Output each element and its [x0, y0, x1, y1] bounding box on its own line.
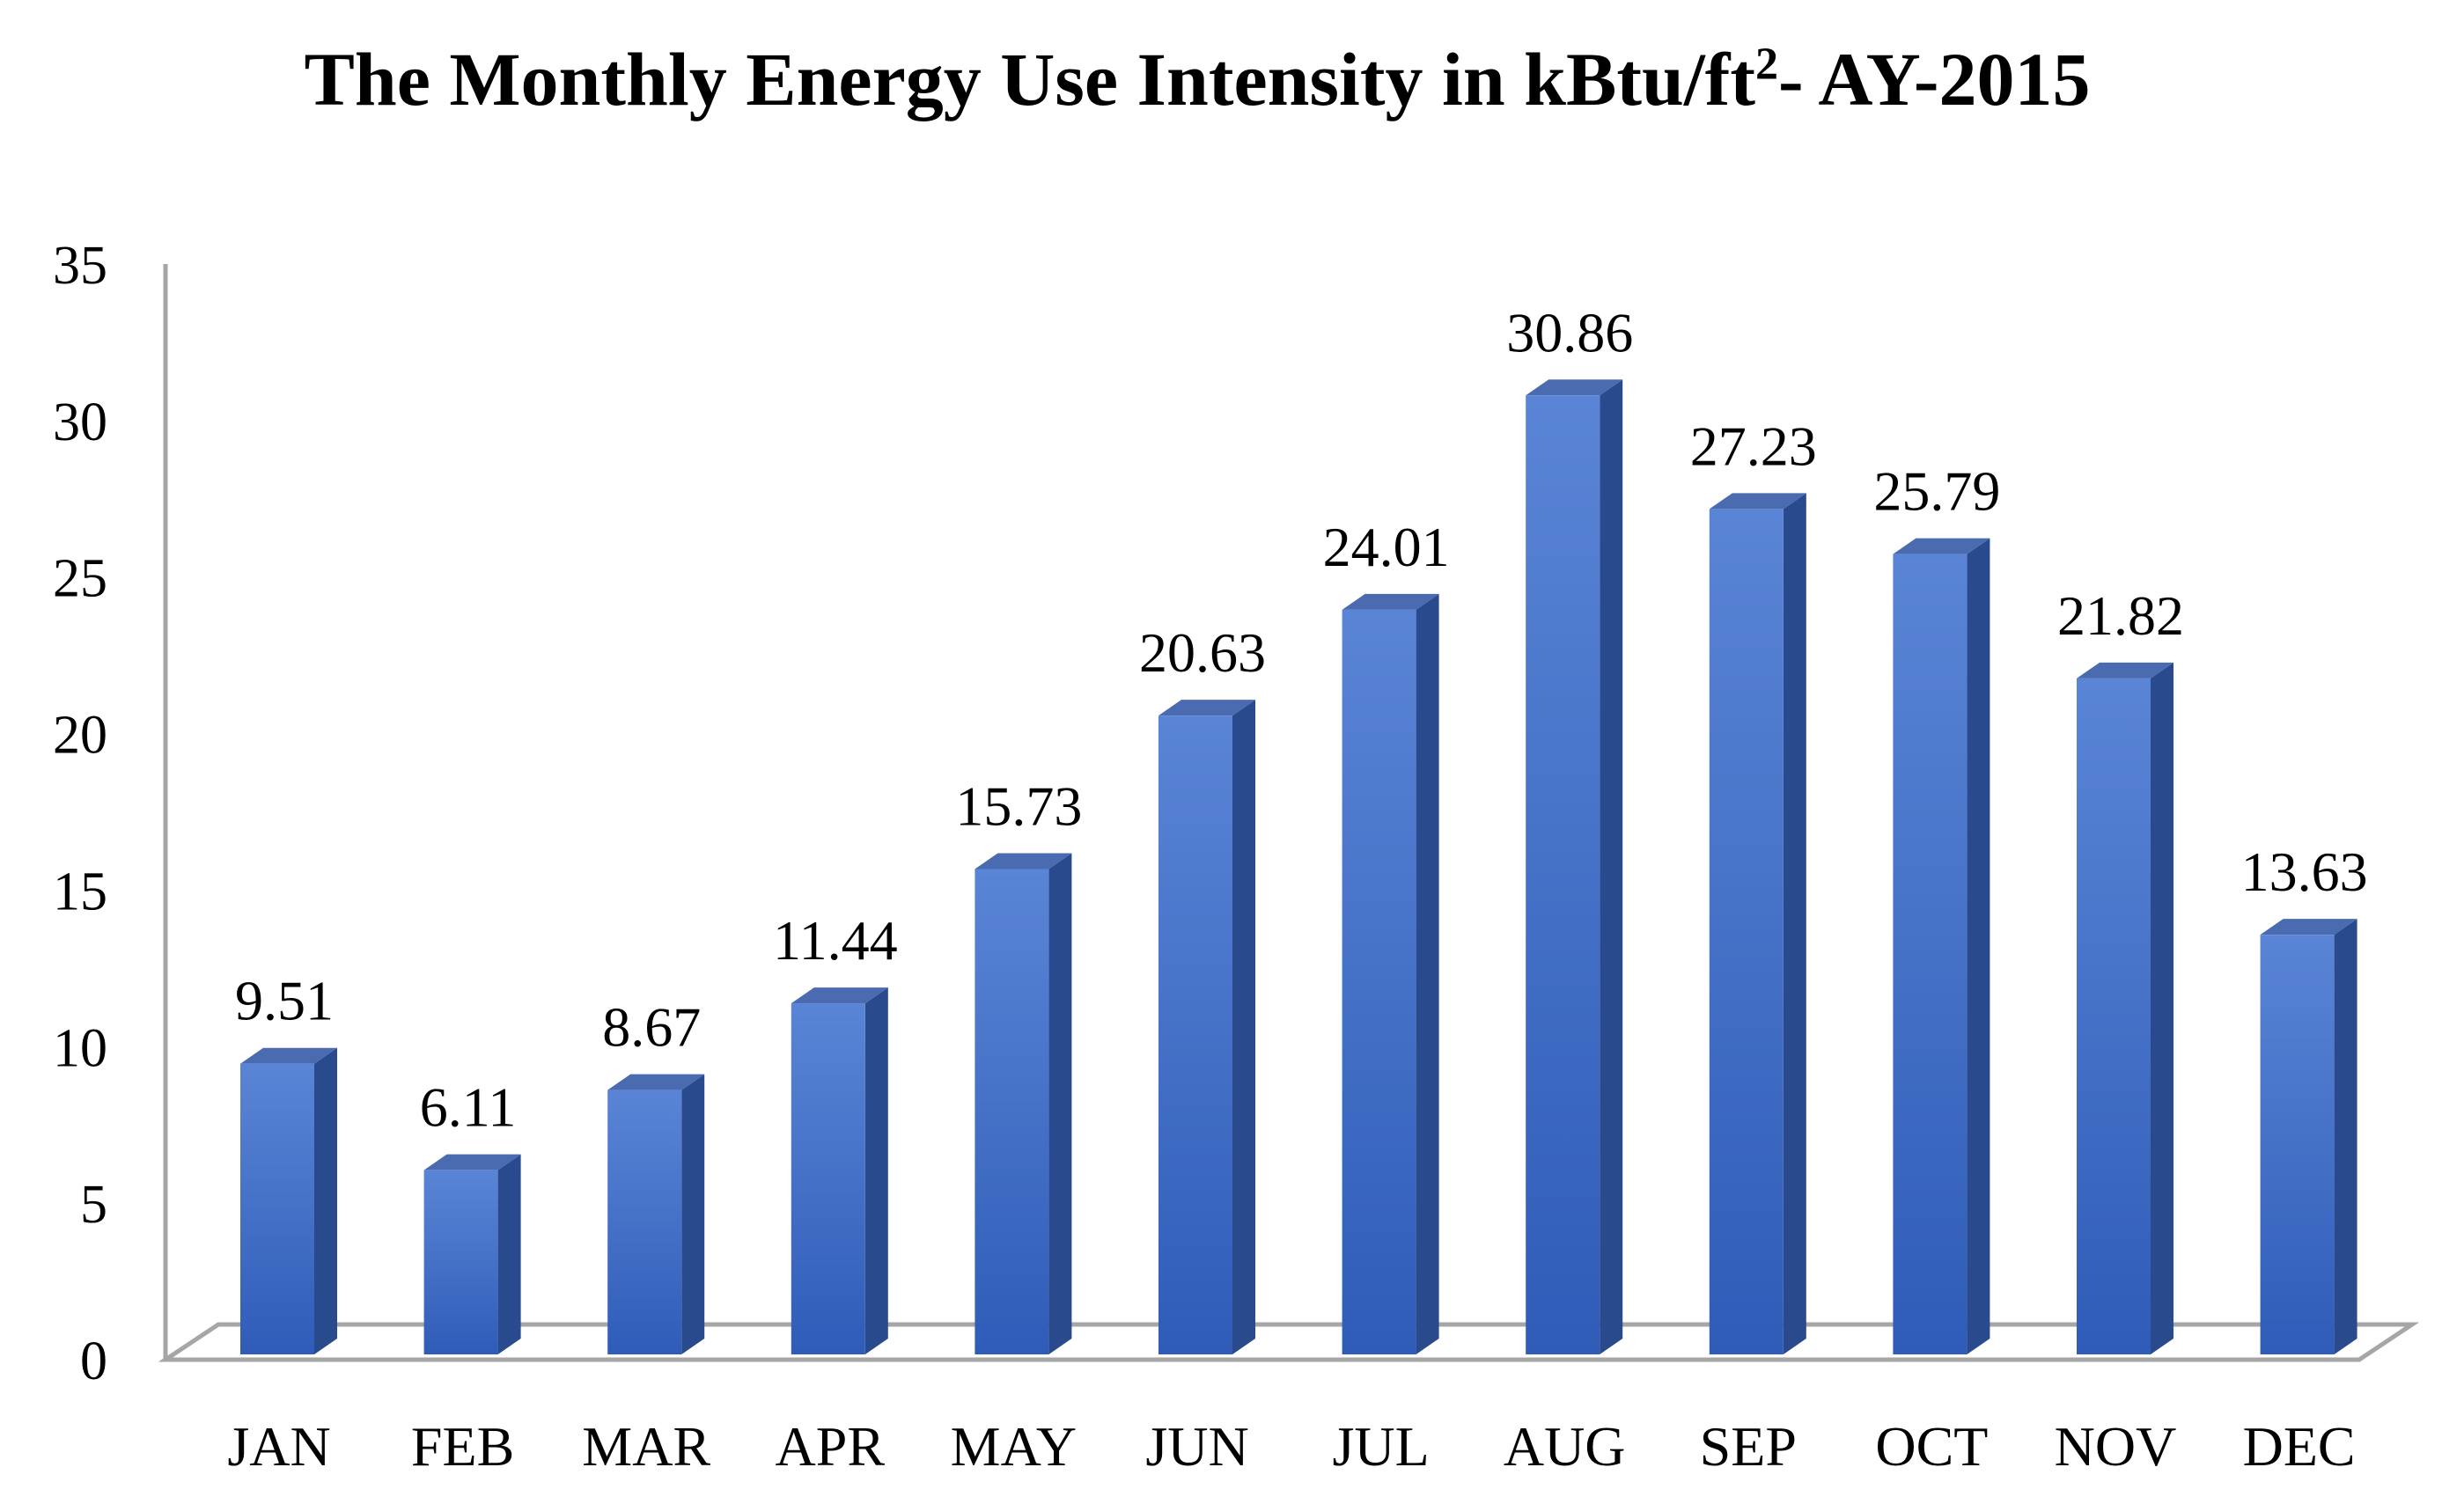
bar-front: [2260, 935, 2335, 1354]
bar-mar: [607, 1074, 705, 1354]
bar-front: [607, 1089, 682, 1354]
bar-top: [1893, 538, 1990, 554]
floor-plane: [158, 1322, 2420, 1362]
data-label: 30.86: [1506, 301, 1633, 363]
data-labels: 9.51 6.11 8.67 11.44 15.73 20.63 24.01 30.86 27.…: [235, 301, 2368, 1138]
y-tick-label: 35: [53, 236, 107, 296]
x-category-label: JAN: [227, 1415, 330, 1478]
bar-side: [2334, 919, 2357, 1354]
bar-top: [1709, 493, 1806, 510]
bar-jul: [1342, 593, 1439, 1354]
chart-title: The Monthly Energy Use Intensity in kBtu…: [0, 35, 2394, 123]
chart-title-end: - AY-2015: [1778, 37, 2091, 121]
bars: [240, 379, 2357, 1354]
data-label: 20.63: [1139, 621, 1266, 684]
bar-top: [2260, 919, 2357, 935]
chart-title-main: The Monthly Energy Use Intensity in kBtu…: [304, 37, 1756, 121]
chart-title-superscript: 2: [1755, 39, 1779, 90]
data-label: 24.01: [1323, 516, 1450, 578]
bar-side: [1783, 493, 1806, 1354]
y-tick-label: 10: [53, 1018, 107, 1078]
x-category-label: MAR: [582, 1415, 710, 1478]
bar-side: [314, 1047, 337, 1354]
data-label: 21.82: [2057, 584, 2184, 647]
bar-side: [681, 1074, 705, 1354]
bar-top: [791, 987, 888, 1004]
bar-front: [240, 1063, 314, 1354]
data-label: 15.73: [955, 774, 1082, 837]
y-axis-ticks: 0 5 10 15 20 25 30 35: [53, 236, 107, 1391]
bar-side: [1232, 700, 1255, 1354]
y-tick-label: 30: [53, 393, 107, 452]
bar-dec: [2260, 919, 2357, 1354]
bar-jan: [240, 1047, 337, 1354]
bar-side: [864, 987, 888, 1354]
y-tick-label: 5: [80, 1175, 107, 1235]
bar-oct: [1893, 538, 1990, 1354]
x-category-label: SEP: [1700, 1415, 1797, 1478]
bar-front: [1342, 609, 1416, 1354]
x-category-label: NOV: [2055, 1415, 2177, 1478]
bar-front: [1709, 509, 1784, 1354]
data-label: 8.67: [602, 996, 701, 1059]
bar-side: [1600, 379, 1623, 1354]
bar-front: [1158, 715, 1232, 1354]
bar-front: [1526, 395, 1600, 1354]
bar-front: [791, 1003, 865, 1354]
bar-top: [2077, 662, 2173, 679]
data-label: 25.79: [1873, 460, 2000, 523]
bar-aug: [1526, 379, 1623, 1354]
y-tick-label: 25: [53, 549, 107, 609]
bar-jun: [1158, 700, 1255, 1354]
y-tick-label: 15: [53, 862, 107, 921]
y-tick-label: 20: [53, 706, 107, 766]
bar-top: [423, 1154, 521, 1170]
x-category-label: AUG: [1504, 1415, 1626, 1478]
bar-side: [2151, 662, 2173, 1354]
bar-top: [607, 1074, 705, 1090]
data-label: 13.63: [2241, 840, 2368, 903]
bar-front: [1893, 554, 1968, 1354]
bar-feb: [423, 1154, 521, 1354]
bar-top: [975, 853, 1072, 869]
x-category-label: JUN: [1145, 1415, 1248, 1478]
bar-top: [1158, 700, 1255, 716]
bar-front: [2077, 678, 2151, 1354]
x-category-label: FEB: [411, 1415, 514, 1478]
bar-front: [423, 1170, 498, 1354]
bar-front: [975, 869, 1049, 1354]
x-category-label: APR: [776, 1415, 886, 1478]
bar-side: [1967, 538, 1990, 1354]
bar-may: [975, 853, 1072, 1354]
x-category-label: JUL: [1332, 1415, 1429, 1478]
y-tick-label: 0: [80, 1332, 107, 1391]
bar-top: [1342, 593, 1439, 610]
bar-side: [497, 1154, 521, 1354]
x-category-label: DEC: [2243, 1415, 2356, 1478]
bar-side: [1416, 593, 1439, 1354]
bar-top: [240, 1047, 337, 1064]
axes: [158, 264, 2420, 1362]
bar-side: [1048, 853, 1072, 1354]
bar-apr: [791, 987, 888, 1354]
data-label: 11.44: [773, 909, 898, 972]
bar-nov: [2077, 662, 2173, 1354]
data-label: 27.23: [1690, 415, 1817, 477]
x-category-label: OCT: [1875, 1415, 1988, 1478]
x-axis-categories: JAN FEB MAR APR MAY JUN JUL AUG SEP OCT NOV DEC: [227, 1415, 2355, 1478]
data-label: 6.11: [420, 1076, 517, 1139]
data-label: 9.51: [235, 970, 334, 1032]
bar-sep: [1709, 493, 1806, 1354]
bar-top: [1526, 379, 1623, 396]
x-category-label: MAY: [951, 1415, 1077, 1478]
